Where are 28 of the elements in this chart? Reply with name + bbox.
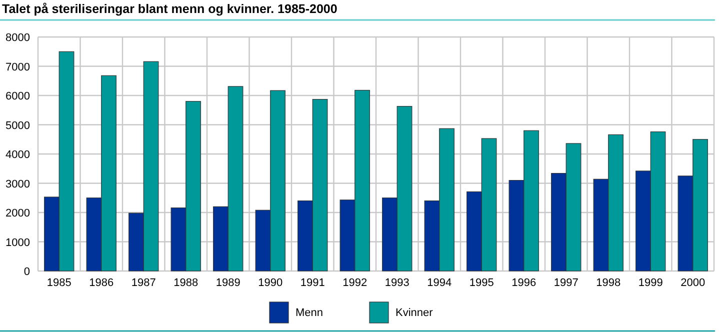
y-tick-label: 7000 bbox=[6, 61, 30, 74]
x-tick-label: 1996 bbox=[512, 277, 536, 289]
x-tick-label: 1999 bbox=[638, 277, 663, 289]
x-tick-label: 1986 bbox=[89, 277, 114, 289]
x-tick-label: 2000 bbox=[680, 277, 706, 289]
x-tick-label: 1998 bbox=[596, 277, 621, 289]
y-tick-label: 8000 bbox=[6, 32, 30, 44]
y-tick-label: 4000 bbox=[6, 149, 30, 161]
x-tick-label: 1995 bbox=[469, 277, 494, 289]
x-tick-label: 1985 bbox=[46, 277, 72, 289]
y-tick-label: 3000 bbox=[6, 178, 30, 190]
x-tick-label: 1990 bbox=[258, 277, 283, 289]
y-tick-label: 5000 bbox=[6, 120, 30, 132]
x-tick-label: 1994 bbox=[427, 277, 452, 289]
legend-label: Menn bbox=[296, 307, 324, 319]
x-tick-label: 1988 bbox=[174, 277, 198, 289]
x-tick-label: 1997 bbox=[554, 277, 578, 289]
legend-label: Kvinner bbox=[396, 307, 434, 319]
y-tick-label: 6000 bbox=[6, 90, 30, 102]
y-tick-label: 1000 bbox=[6, 236, 30, 249]
x-tick-label: 1991 bbox=[300, 277, 325, 289]
y-tick-label: 0 bbox=[24, 266, 30, 278]
chart-title: Talet på steriliseringar blant menn og kvinner. 1985-2000 bbox=[2, 2, 338, 16]
x-tick-label: 1987 bbox=[131, 277, 156, 289]
x-tick-label: 1989 bbox=[216, 277, 240, 289]
x-tick-label: 1992 bbox=[342, 277, 368, 289]
y-tick-label: 2000 bbox=[6, 208, 30, 220]
x-tick-label: 1993 bbox=[384, 277, 410, 289]
